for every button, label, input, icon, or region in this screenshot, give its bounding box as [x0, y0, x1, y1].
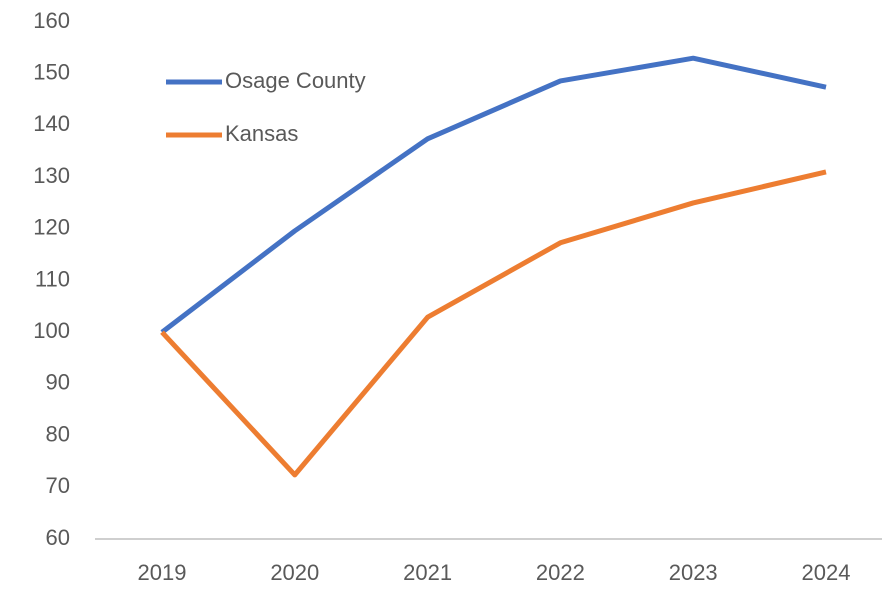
y-tick-label: 150 — [33, 60, 70, 85]
y-tick-label: 110 — [35, 266, 70, 291]
legend-label: Kansas — [225, 121, 298, 146]
x-tick-label: 2021 — [403, 560, 452, 585]
y-tick-label: 80 — [46, 421, 70, 446]
y-tick-label: 120 — [33, 215, 70, 240]
y-tick-label: 60 — [46, 525, 70, 550]
series-line — [160, 55, 827, 335]
y-tick-label: 100 — [33, 318, 70, 343]
y-tick-label: 70 — [46, 473, 70, 498]
y-tick-label: 160 — [33, 8, 70, 33]
x-tick-label: 2023 — [669, 560, 718, 585]
x-tick-label: 2020 — [270, 560, 319, 585]
legend-label: Osage County — [225, 68, 366, 93]
y-tick-label: 130 — [33, 163, 70, 188]
y-tick-label: 140 — [33, 111, 70, 136]
x-tick-label: 2024 — [802, 560, 851, 585]
x-tick-label: 2019 — [138, 560, 187, 585]
x-tick-label: 2022 — [536, 560, 585, 585]
y-tick-label: 90 — [46, 370, 70, 395]
series-line — [160, 169, 827, 478]
